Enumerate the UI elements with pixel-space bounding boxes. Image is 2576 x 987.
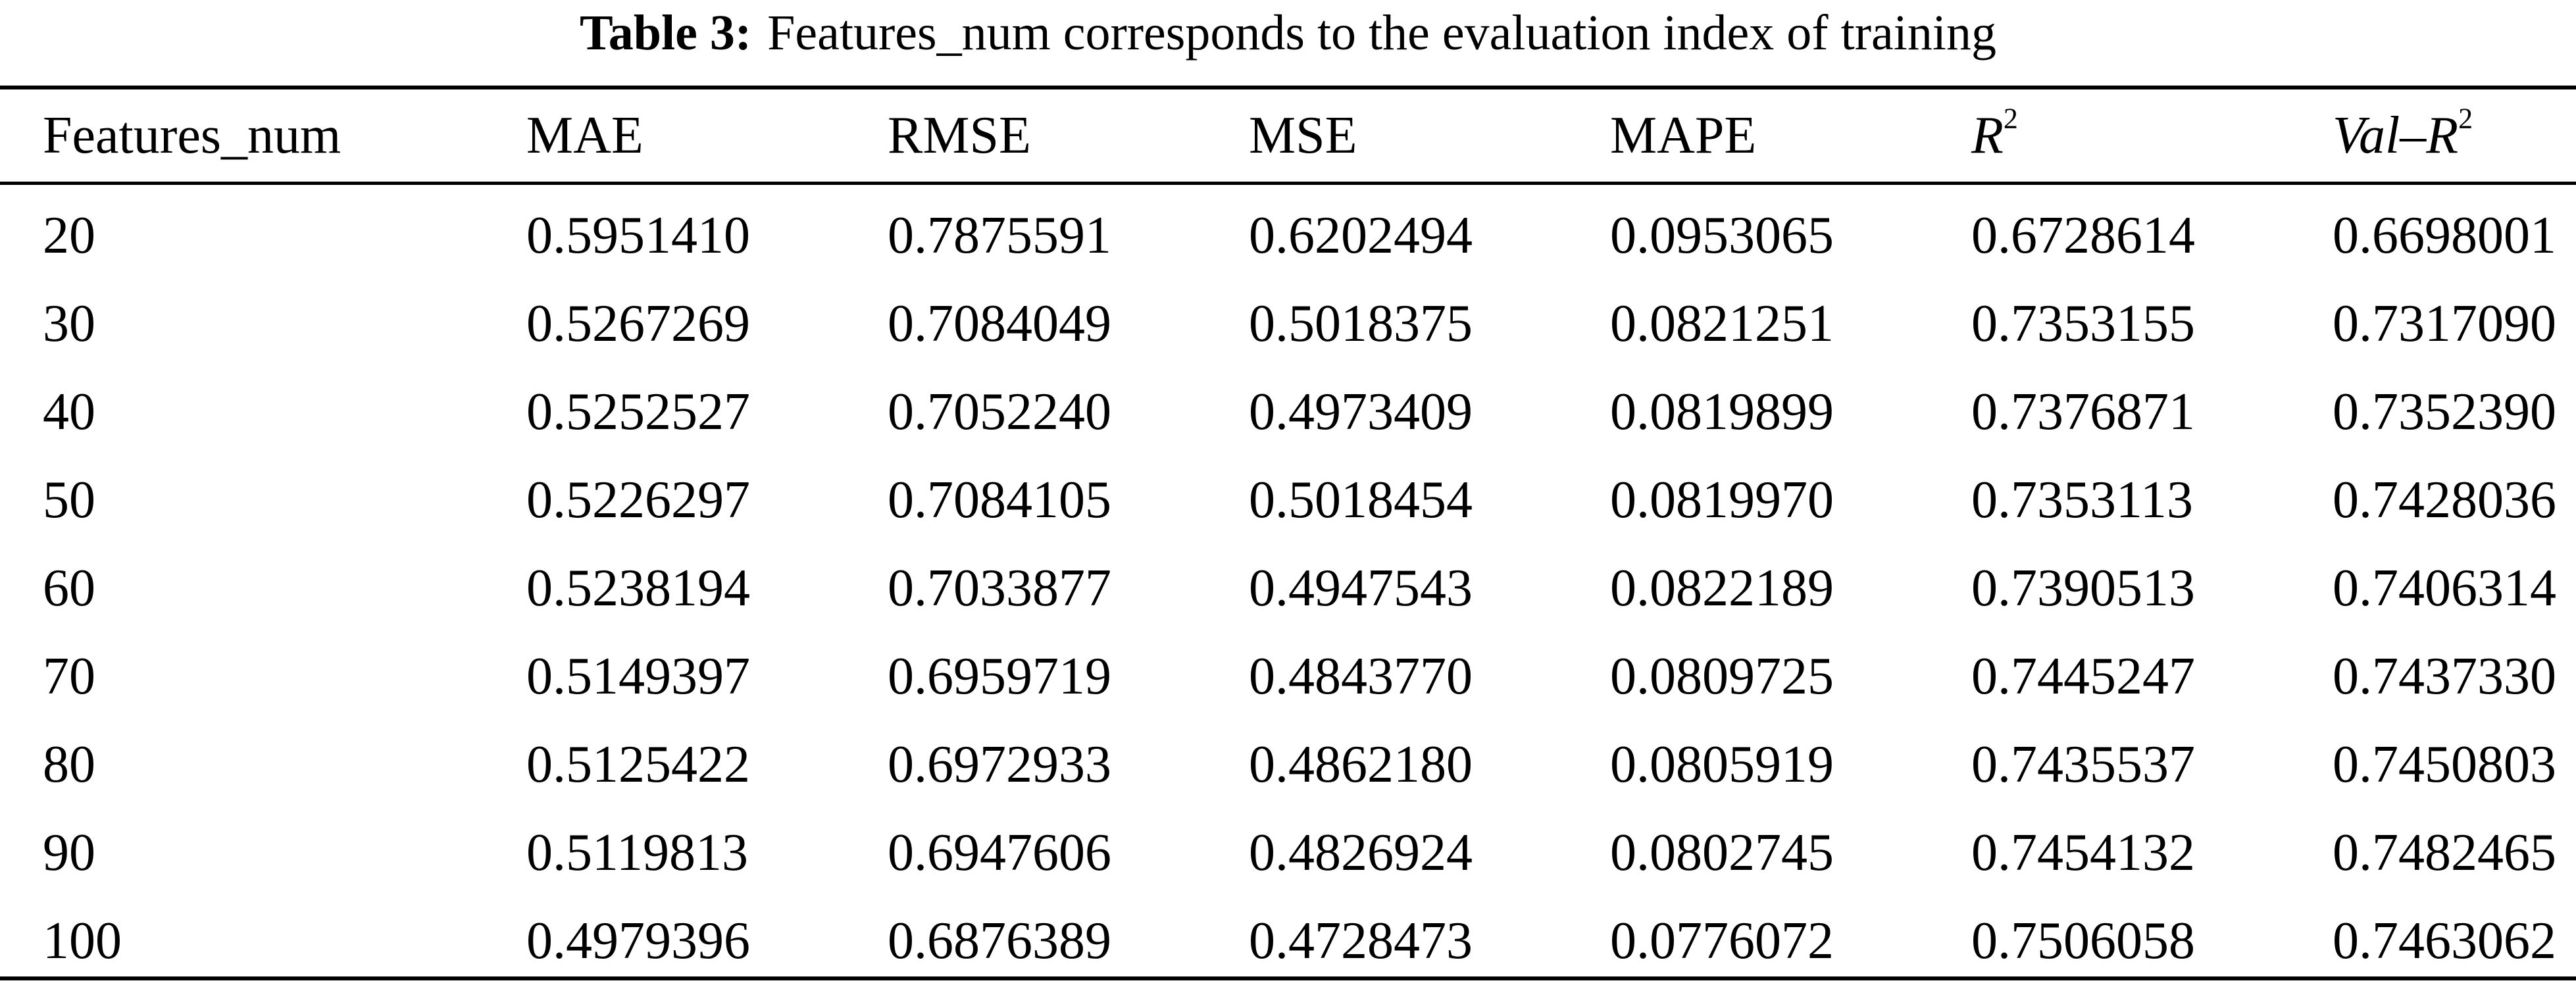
- table-row: 30 0.5267269 0.7084049 0.5018375 0.08212…: [0, 280, 2576, 368]
- cell-mse: 0.4947543: [1249, 559, 1473, 617]
- table-row: 100 0.4979396 0.6876389 0.4728473 0.0776…: [0, 897, 2576, 985]
- cell-features-num: 90: [43, 823, 95, 882]
- cell-r2: 0.7445247: [1971, 647, 2195, 705]
- cell-features-num: 40: [43, 382, 95, 441]
- cell-mape: 0.0819970: [1610, 470, 1834, 529]
- cell-val-r2: 0.7352390: [2333, 382, 2556, 441]
- cell-mape: 0.0776072: [1610, 911, 1834, 970]
- cell-mae: 0.5125422: [526, 735, 750, 794]
- cell-mae: 0.5252527: [526, 382, 750, 441]
- cell-mse: 0.4826924: [1249, 823, 1473, 882]
- cell-rmse: 0.6947606: [888, 823, 1111, 882]
- cell-r2: 0.7435537: [1971, 735, 2195, 794]
- cell-r2: 0.6728614: [1971, 206, 2195, 265]
- r2-symbol: R: [1971, 106, 2004, 164]
- cell-mape: 0.0822189: [1610, 559, 1834, 617]
- cell-features-num: 50: [43, 470, 95, 529]
- cell-mae: 0.5238194: [526, 559, 750, 617]
- table-caption-label: Table 3:: [579, 5, 752, 61]
- col-header-mse: MSE: [1249, 106, 1357, 164]
- table-row: 80 0.5125422 0.6972933 0.4862180 0.08059…: [0, 721, 2576, 809]
- cell-rmse: 0.6972933: [888, 735, 1111, 794]
- cell-mae: 0.5226297: [526, 470, 750, 529]
- cell-mae: 0.5267269: [526, 294, 750, 353]
- r2-superscript: 2: [2003, 102, 2018, 135]
- cell-mse: 0.4973409: [1249, 382, 1473, 441]
- table-row: 90 0.5119813 0.6947606 0.4826924 0.08027…: [0, 809, 2576, 897]
- table-row: 50 0.5226297 0.7084105 0.5018454 0.08199…: [0, 456, 2576, 544]
- cell-val-r2: 0.7463062: [2333, 911, 2556, 970]
- cell-rmse: 0.7084105: [888, 470, 1111, 529]
- cell-val-r2: 0.7317090: [2333, 294, 2556, 353]
- table-caption-text: Features_num corresponds to the evaluati…: [767, 5, 1996, 61]
- cell-mse: 0.4728473: [1249, 911, 1473, 970]
- cell-r2: 0.7390513: [1971, 559, 2195, 617]
- cell-mape: 0.0819899: [1610, 382, 1834, 441]
- cell-mse: 0.5018375: [1249, 294, 1473, 353]
- cell-mape: 0.0802745: [1610, 823, 1834, 882]
- cell-mape: 0.0821251: [1610, 294, 1834, 353]
- col-header-mae: MAE: [526, 106, 644, 164]
- col-header-r2: R2: [1929, 89, 2290, 184]
- cell-features-num: 30: [43, 294, 95, 353]
- col-header-rmse: RMSE: [888, 106, 1031, 164]
- val-r2-symbol: Val–R: [2333, 106, 2459, 164]
- cell-rmse: 0.7052240: [888, 382, 1111, 441]
- table-row: 70 0.5149397 0.6959719 0.4843770 0.08097…: [0, 632, 2576, 721]
- cell-val-r2: 0.7437330: [2333, 647, 2556, 705]
- col-header-features-num: Features_num: [43, 106, 341, 164]
- cell-mse: 0.6202494: [1249, 206, 1473, 265]
- table-row: 20 0.5951410 0.7875591 0.6202494 0.09530…: [0, 184, 2576, 280]
- cell-mse: 0.4843770: [1249, 647, 1473, 705]
- cell-val-r2: 0.6698001: [2333, 206, 2556, 265]
- cell-rmse: 0.6959719: [888, 647, 1111, 705]
- cell-features-num: 80: [43, 735, 95, 794]
- cell-mape: 0.0809725: [1610, 647, 1834, 705]
- col-header-val-r2: Val–R2: [2290, 89, 2576, 184]
- table-row: 60 0.5238194 0.7033877 0.4947543 0.08221…: [0, 544, 2576, 632]
- cell-features-num: 70: [43, 647, 95, 705]
- cell-r2: 0.7506058: [1971, 911, 2195, 970]
- table-row: 40 0.5252527 0.7052240 0.4973409 0.08198…: [0, 368, 2576, 456]
- cell-rmse: 0.7084049: [888, 294, 1111, 353]
- table-header-row: Features_num MAE RMSE MSE MAPE R2 Val–R2: [0, 89, 2576, 184]
- cell-features-num: 60: [43, 559, 95, 617]
- evaluation-index-table: Features_num MAE RMSE MSE MAPE R2 Val–R2…: [0, 89, 2576, 985]
- cell-rmse: 0.7033877: [888, 559, 1111, 617]
- col-header-mape: MAPE: [1610, 106, 1757, 164]
- cell-val-r2: 0.7406314: [2333, 559, 2556, 617]
- cell-features-num: 100: [43, 911, 122, 970]
- val-r2-superscript: 2: [2458, 102, 2473, 135]
- cell-r2: 0.7376871: [1971, 382, 2195, 441]
- cell-r2: 0.7454132: [1971, 823, 2195, 882]
- table-caption: Table 3: Features_num corresponds to the …: [0, 0, 2576, 79]
- cell-mse: 0.4862180: [1249, 735, 1473, 794]
- cell-mse: 0.5018454: [1249, 470, 1473, 529]
- cell-mae: 0.5951410: [526, 206, 750, 265]
- table-top-rule: [0, 86, 2576, 89]
- cell-rmse: 0.6876389: [888, 911, 1111, 970]
- cell-val-r2: 0.7482465: [2333, 823, 2556, 882]
- cell-mae: 0.4979396: [526, 911, 750, 970]
- cell-mape: 0.0805919: [1610, 735, 1834, 794]
- cell-mape: 0.0953065: [1610, 206, 1834, 265]
- cell-mae: 0.5119813: [526, 823, 749, 882]
- cell-val-r2: 0.7428036: [2333, 470, 2556, 529]
- cell-r2: 0.7353113: [1971, 470, 2194, 529]
- cell-rmse: 0.7875591: [888, 206, 1111, 265]
- cell-r2: 0.7353155: [1971, 294, 2195, 353]
- cell-features-num: 20: [43, 206, 95, 265]
- cell-val-r2: 0.7450803: [2333, 735, 2556, 794]
- cell-mae: 0.5149397: [526, 647, 750, 705]
- table-bottom-rule: [0, 976, 2576, 980]
